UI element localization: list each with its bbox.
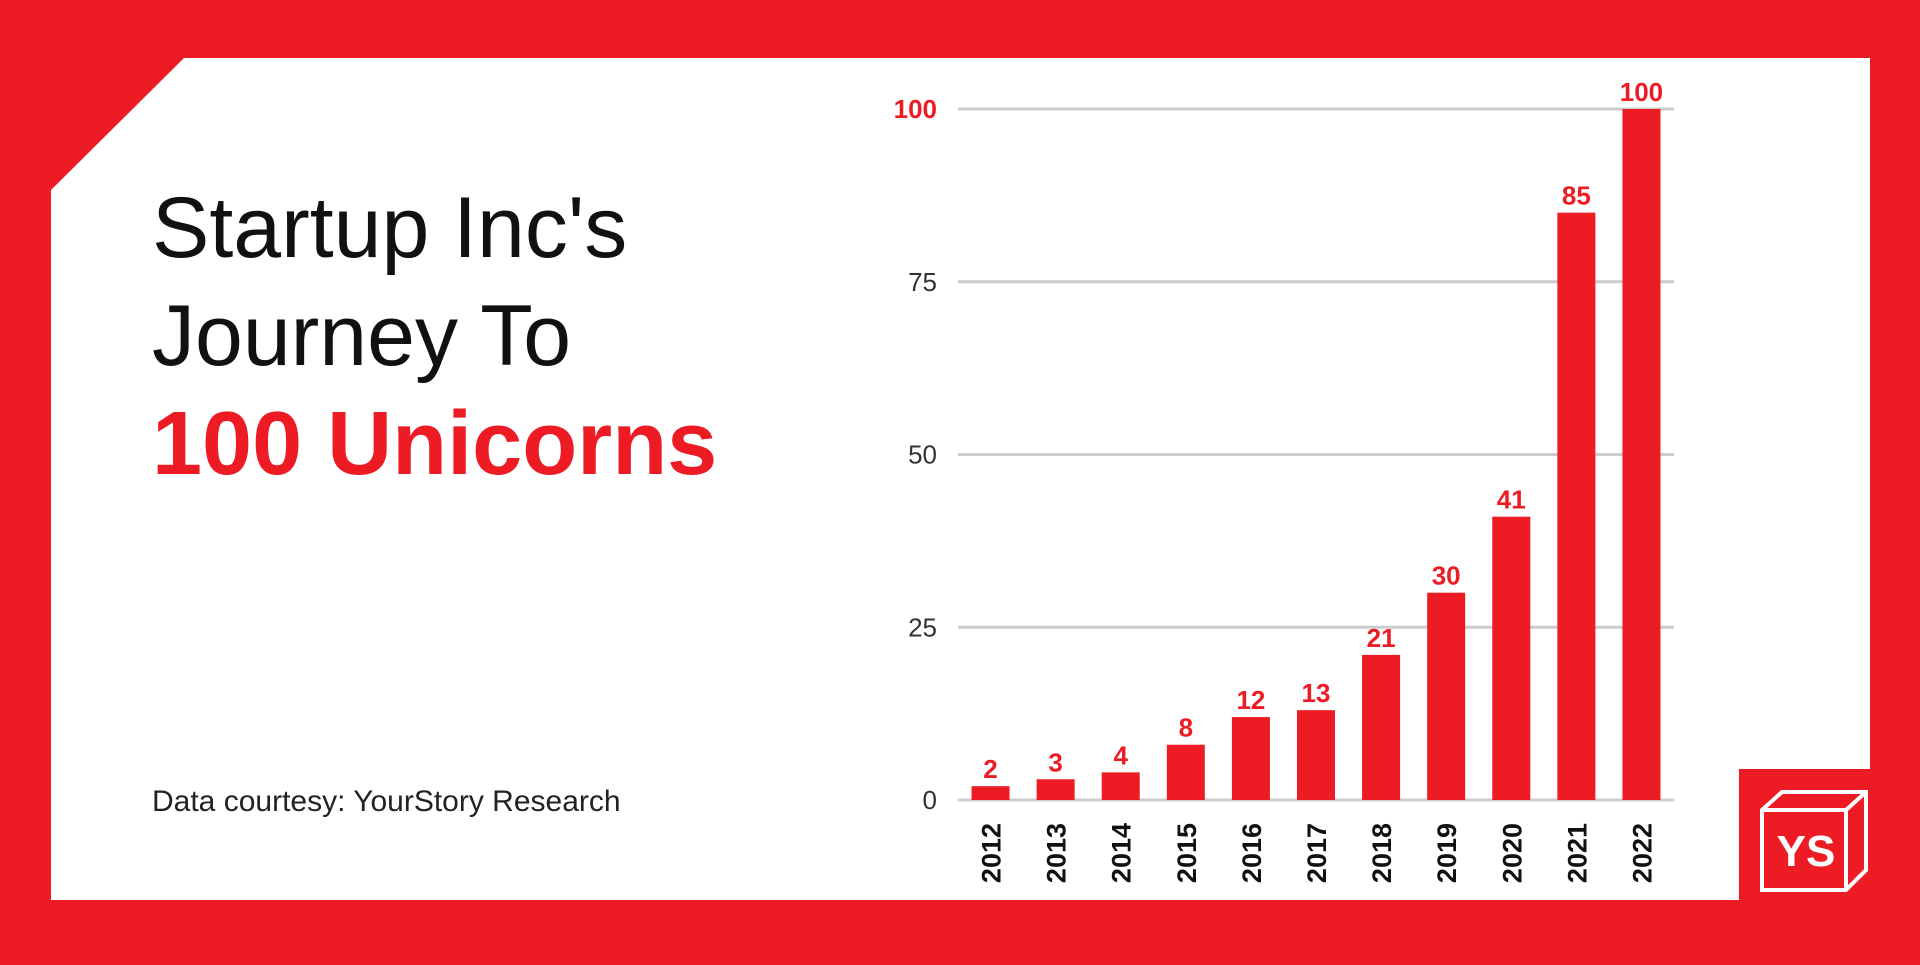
panel <box>51 58 1870 900</box>
value-label: 100 <box>1620 77 1663 107</box>
x-tick-label: 2020 <box>1497 823 1527 883</box>
chart-title: Startup Inc's Journey To <box>152 180 627 384</box>
x-tick-label: 2019 <box>1432 823 1462 883</box>
bar <box>971 786 1010 800</box>
bar <box>1036 779 1075 800</box>
value-label: 8 <box>1179 713 1193 743</box>
x-tick-label: 2015 <box>1172 823 1202 883</box>
value-label: 13 <box>1302 678 1331 708</box>
x-tick-label: 2017 <box>1302 823 1332 883</box>
value-label: 41 <box>1497 485 1526 515</box>
bar <box>1427 592 1466 800</box>
y-tick-label: 75 <box>908 267 937 297</box>
logo-box <box>1760 790 1868 892</box>
bar <box>1231 717 1270 800</box>
value-label: 30 <box>1432 561 1461 591</box>
value-label: 21 <box>1367 623 1396 653</box>
value-label: 2 <box>983 754 997 784</box>
y-tick-label: 50 <box>908 440 937 470</box>
bar <box>1362 654 1401 800</box>
x-tick-label: 2014 <box>1107 823 1137 883</box>
logo: YS <box>1739 769 1870 900</box>
bar <box>1622 109 1661 800</box>
y-tick-label: 0 <box>923 785 937 815</box>
bar <box>1492 516 1531 800</box>
value-label: 12 <box>1236 685 1265 715</box>
y-tick-label: 25 <box>908 612 937 642</box>
x-tick-label: 2013 <box>1042 823 1072 883</box>
bar <box>1557 212 1596 800</box>
logo-text: YS <box>1777 827 1836 876</box>
value-label: 3 <box>1048 747 1062 777</box>
bar <box>1101 772 1140 800</box>
bar <box>1297 710 1335 800</box>
x-tick-label: 2022 <box>1627 823 1657 883</box>
value-label: 85 <box>1562 181 1591 211</box>
x-tick-label: 2012 <box>977 823 1007 883</box>
bar <box>1166 744 1205 800</box>
y-tick-label: 100 <box>894 94 937 124</box>
source: Data courtesy: YourStory Research <box>152 785 621 818</box>
x-tick-label: 2018 <box>1367 823 1397 883</box>
chart-title-highlight: 100 Unicorns <box>152 394 717 494</box>
x-tick-label: 2016 <box>1237 823 1267 883</box>
x-tick-label: 2021 <box>1562 823 1592 883</box>
value-label: 4 <box>1113 740 1128 770</box>
